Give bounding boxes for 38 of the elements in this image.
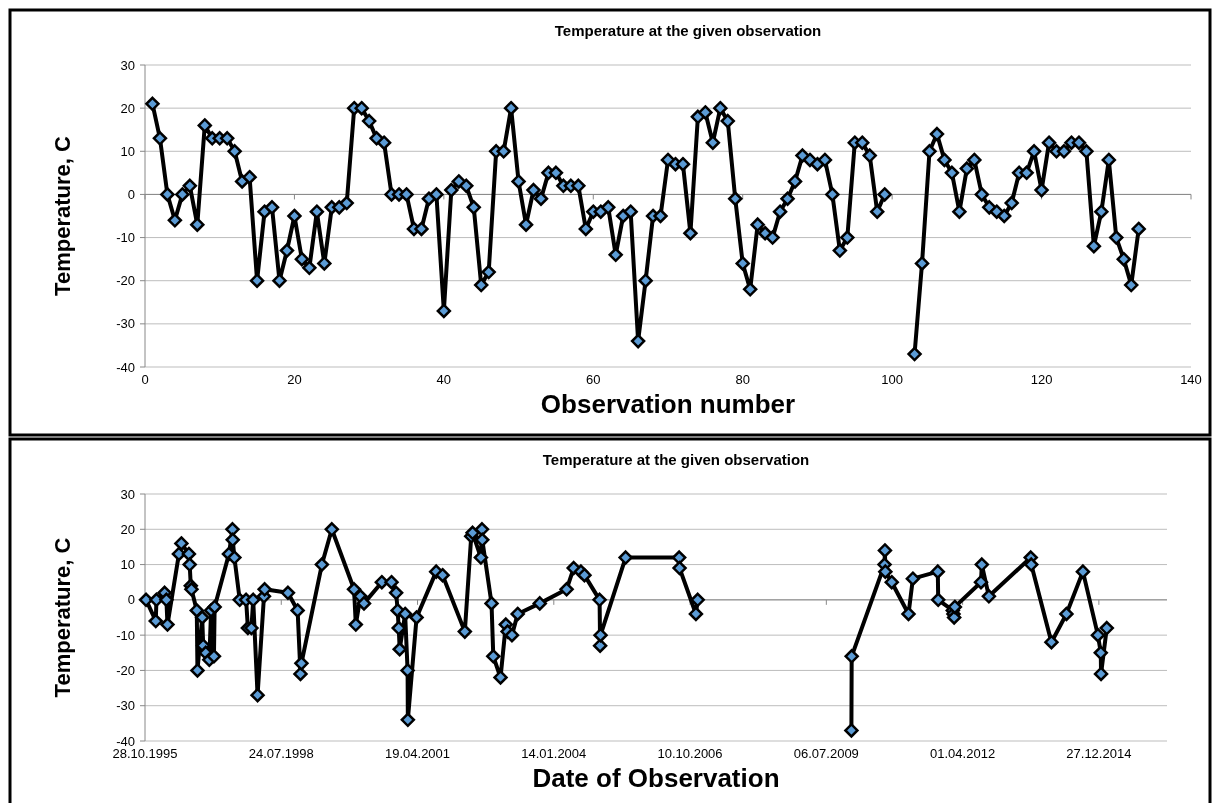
y-tick-label: 0 xyxy=(127,186,135,202)
y-tick-label: -10 xyxy=(116,627,135,643)
y-tick-label: -40 xyxy=(116,359,135,375)
x-axis-title: Date of Observation xyxy=(532,763,780,793)
y-tick-label: 30 xyxy=(120,57,135,73)
y-tick-label: 30 xyxy=(120,486,135,502)
x-tick-label: 100 xyxy=(881,372,903,387)
y-tick-label: -30 xyxy=(116,316,135,332)
y-tick-label: 20 xyxy=(120,521,135,537)
x-axis-title: Observation number xyxy=(540,389,796,419)
chart-title: Temperature at the given observation xyxy=(542,451,810,468)
y-tick-label: 10 xyxy=(120,143,135,159)
y-tick-label: 20 xyxy=(120,100,135,116)
x-tick-label: 01.04.2012 xyxy=(930,746,996,761)
x-tick-label: 20 xyxy=(287,372,302,387)
x-tick-label: 140 xyxy=(1180,372,1202,387)
x-tick-label: 27.12.2014 xyxy=(1066,746,1132,761)
x-tick-label: 10.10.2006 xyxy=(657,746,723,761)
x-tick-label: 28.10.1995 xyxy=(112,746,178,761)
x-tick-label: 120 xyxy=(1030,372,1053,387)
y-tick-label: -40 xyxy=(116,733,135,749)
x-tick-label: 0 xyxy=(141,372,149,387)
y-axis-title: Temperature, C xyxy=(50,537,75,698)
y-tick-label: -30 xyxy=(116,698,135,714)
x-tick-label: 60 xyxy=(586,372,601,387)
y-axis-title: Temperature, C xyxy=(50,136,75,296)
y-tick-label: -20 xyxy=(116,662,135,678)
y-tick-label: -20 xyxy=(116,273,135,289)
y-tick-label: -10 xyxy=(116,230,135,246)
y-tick-label: 10 xyxy=(120,557,135,573)
x-tick-label: 06.07.2009 xyxy=(793,746,859,761)
y-tick-label: 0 xyxy=(127,592,135,608)
x-tick-label: 19.04.2001 xyxy=(384,746,451,761)
chart-title: Temperature at the given observation xyxy=(554,22,822,39)
x-tick-label: 14.01.2004 xyxy=(521,746,587,761)
x-tick-label: 80 xyxy=(735,372,750,387)
x-tick-label: 24.07.1998 xyxy=(248,746,314,761)
x-tick-label: 40 xyxy=(436,372,452,387)
